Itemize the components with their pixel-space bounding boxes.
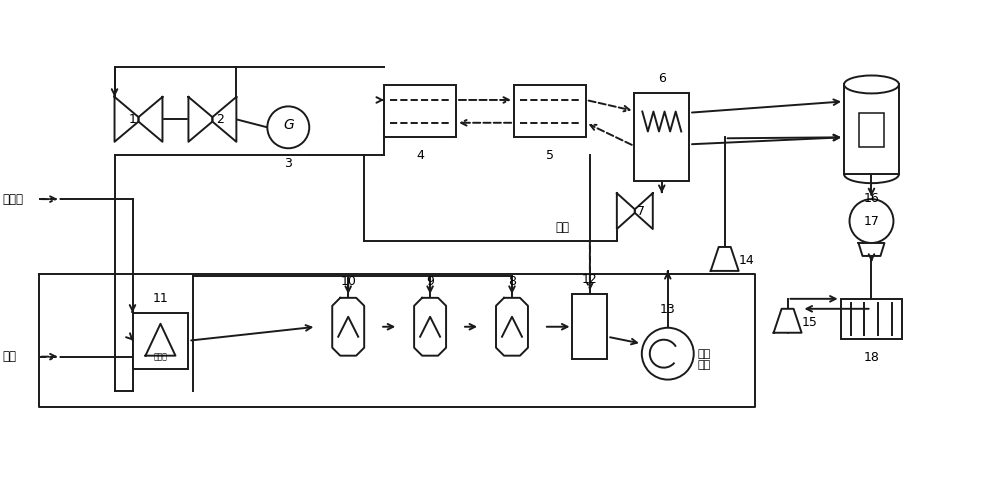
Bar xyxy=(133,313,188,369)
Polygon shape xyxy=(332,298,364,356)
Text: 18: 18 xyxy=(864,351,879,364)
Polygon shape xyxy=(711,247,739,271)
Ellipse shape xyxy=(844,76,899,93)
Polygon shape xyxy=(188,97,212,142)
Text: 二氧
化碳: 二氧 化碳 xyxy=(698,349,711,370)
Polygon shape xyxy=(139,97,162,142)
Text: 1: 1 xyxy=(129,113,136,126)
Polygon shape xyxy=(145,324,175,356)
Text: 11: 11 xyxy=(153,292,168,305)
Text: 15: 15 xyxy=(802,316,818,329)
Circle shape xyxy=(850,199,893,243)
Bar xyxy=(634,93,689,181)
Bar xyxy=(859,114,884,147)
Text: 9: 9 xyxy=(426,275,434,288)
Text: G: G xyxy=(283,118,294,132)
Text: 天然气: 天然气 xyxy=(3,193,24,205)
Text: 氨液: 氨液 xyxy=(555,220,569,234)
Text: 5: 5 xyxy=(546,149,554,162)
Text: 3: 3 xyxy=(284,157,292,170)
Text: 8: 8 xyxy=(508,275,516,288)
Circle shape xyxy=(642,328,694,379)
Text: 6: 6 xyxy=(658,72,666,85)
Text: 燃烧器: 燃烧器 xyxy=(154,353,167,362)
Text: 4: 4 xyxy=(416,149,424,162)
Polygon shape xyxy=(496,298,528,356)
Text: 10: 10 xyxy=(340,275,356,288)
Text: 13: 13 xyxy=(660,303,676,316)
Polygon shape xyxy=(774,309,802,333)
Polygon shape xyxy=(617,193,635,229)
Bar xyxy=(844,84,899,174)
Polygon shape xyxy=(212,97,236,142)
Circle shape xyxy=(267,106,309,148)
Text: 16: 16 xyxy=(864,192,879,205)
Text: 氧气: 氧气 xyxy=(3,350,17,363)
Bar xyxy=(514,85,586,137)
Text: 12: 12 xyxy=(582,274,598,286)
Bar xyxy=(384,85,456,137)
Text: 17: 17 xyxy=(864,215,879,228)
Bar xyxy=(841,299,902,339)
Bar xyxy=(572,294,607,359)
Polygon shape xyxy=(414,298,446,356)
Text: 7: 7 xyxy=(637,205,645,217)
Polygon shape xyxy=(859,243,884,256)
Polygon shape xyxy=(635,193,653,229)
Polygon shape xyxy=(115,97,139,142)
Text: 14: 14 xyxy=(739,254,755,267)
Text: 2: 2 xyxy=(216,113,224,126)
